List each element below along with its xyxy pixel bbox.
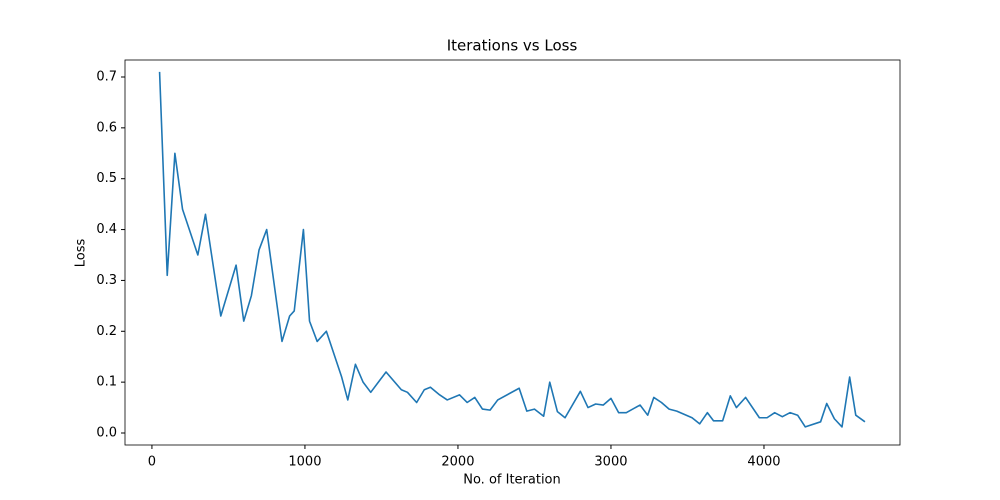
x-tick-label: 1000 bbox=[288, 455, 321, 470]
y-tick-label: 0.0 bbox=[96, 425, 117, 440]
y-tick-label: 0.7 bbox=[96, 69, 117, 84]
y-axis-label: Loss bbox=[74, 239, 89, 268]
loss-line bbox=[158, 71, 866, 428]
x-axis-label: No. of Iteration bbox=[463, 473, 561, 488]
plot-frame bbox=[124, 59, 901, 446]
y-tick-label: 0.2 bbox=[96, 324, 117, 339]
y-tick-label: 0.3 bbox=[96, 273, 117, 288]
y-tick-label: 0.5 bbox=[96, 171, 117, 186]
y-tick-label: 0.6 bbox=[96, 120, 117, 135]
x-tick-label: 3000 bbox=[594, 455, 627, 470]
chart-title: Iterations vs Loss bbox=[447, 37, 578, 55]
x-tick-label: 0 bbox=[148, 455, 156, 470]
x-tick-label: 4000 bbox=[747, 455, 780, 470]
y-tick-label: 0.4 bbox=[96, 222, 117, 237]
x-tick-label: 2000 bbox=[441, 455, 474, 470]
y-tick-label: 0.1 bbox=[96, 375, 117, 390]
